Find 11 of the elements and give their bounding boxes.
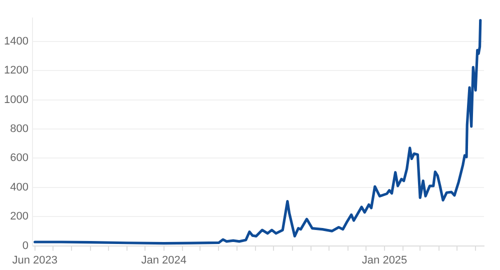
- y-tick-label: 1200: [4, 64, 28, 77]
- y-tick-label: 1000: [4, 94, 28, 106]
- x-tick-label: Jan 2024: [141, 254, 187, 266]
- y-tick-label: 800: [10, 123, 28, 136]
- y-tick-label: 600: [10, 152, 28, 164]
- y-tick-label: 0: [22, 240, 28, 252]
- x-tick-label: Jun 2023: [12, 254, 58, 266]
- y-tick-label: 400: [10, 181, 28, 194]
- y-tick-label: 200: [10, 210, 28, 223]
- x-tick-label: Jan 2025: [362, 254, 408, 266]
- y-tick-label: 1400: [4, 35, 28, 48]
